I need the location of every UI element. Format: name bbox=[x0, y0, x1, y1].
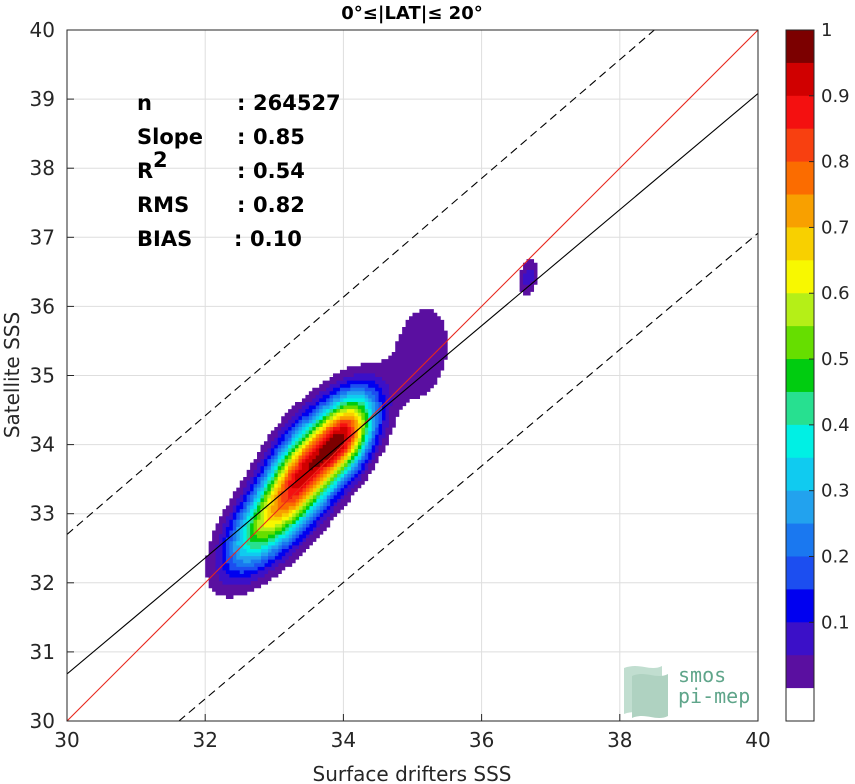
colorbar-segment bbox=[786, 326, 814, 360]
smos-pi-mep-logo: smos pi-mep bbox=[624, 663, 750, 718]
colorbar: 0.1 0.2 0.3 0.4 0.5 0.6 0.7 0.8 0.9 1 bbox=[785, 20, 850, 722]
colorbar-tick-label: 0.4 bbox=[821, 415, 850, 436]
colorbar-segment bbox=[786, 30, 814, 64]
stat-value: 264527 bbox=[253, 91, 341, 115]
colorbar-segment bbox=[786, 391, 814, 426]
density-contour-fill bbox=[308, 434, 345, 471]
x-axis-label: Surface drifters SSS bbox=[313, 762, 512, 784]
colorbar-tick-label: 0.8 bbox=[821, 152, 850, 173]
x-tick-label: 34 bbox=[331, 728, 356, 752]
colorbar-segment bbox=[786, 688, 814, 722]
stat-separator: : bbox=[234, 227, 242, 251]
colorbar-segment bbox=[786, 62, 814, 97]
colorbar-tick-label: 0.2 bbox=[821, 546, 850, 567]
stat-value: 0.82 bbox=[253, 193, 305, 217]
colorbar-segment bbox=[786, 260, 814, 294]
x-tick-label: 36 bbox=[469, 728, 494, 752]
y-axis-label: Satellite SSS bbox=[0, 312, 24, 438]
colorbar-tick-label: 0.3 bbox=[821, 481, 850, 502]
stat-separator: : bbox=[237, 159, 245, 183]
y-tick-label: 36 bbox=[30, 294, 55, 318]
x-axis-ticks: 30 32 34 36 38 40 bbox=[54, 714, 771, 752]
stat-value: 0.85 bbox=[253, 125, 305, 149]
lower-line bbox=[178, 232, 758, 721]
colorbar-tick-label: 0.7 bbox=[821, 217, 850, 238]
logo-pimep-text: pi-mep bbox=[678, 684, 750, 708]
stat-value: 0.54 bbox=[253, 159, 305, 183]
x-tick-label: 32 bbox=[192, 728, 217, 752]
y-tick-label: 30 bbox=[30, 709, 55, 733]
colorbar-tick-label: 0.1 bbox=[821, 612, 850, 633]
x-tick-label: 30 bbox=[54, 728, 79, 752]
colorbar-segment bbox=[786, 359, 814, 393]
y-tick-label: 40 bbox=[30, 18, 55, 42]
colorbar-segment bbox=[786, 655, 814, 689]
y-axis-ticks: 30 31 32 33 34 35 36 37 38 39 40 bbox=[30, 18, 74, 733]
colorbar-segment bbox=[786, 490, 814, 525]
stat-separator: : bbox=[237, 125, 245, 149]
colorbar-segment bbox=[786, 424, 814, 459]
colorbar-segment bbox=[786, 622, 814, 656]
colorbar-segment bbox=[786, 128, 814, 163]
stat-label: n bbox=[137, 91, 152, 115]
colorbar-segment bbox=[786, 95, 814, 130]
y-tick-label: 32 bbox=[30, 571, 55, 595]
colorbar-frame bbox=[785, 29, 815, 722]
stat-label: RMS bbox=[137, 193, 189, 217]
density-level-1 bbox=[308, 434, 345, 471]
y-tick-label: 34 bbox=[30, 433, 55, 457]
chart-title: 0°≤|LAT|≤ 20° bbox=[341, 3, 482, 24]
density-contours bbox=[205, 259, 538, 599]
x-tick-label: 40 bbox=[745, 728, 770, 752]
logo-wave-icon-2 bbox=[632, 674, 668, 718]
stat-superscript: 2 bbox=[153, 148, 168, 172]
y-tick-label: 33 bbox=[30, 502, 55, 526]
identity-line bbox=[67, 30, 758, 721]
y-tick-label: 39 bbox=[30, 87, 55, 111]
y-tick-label: 31 bbox=[30, 640, 55, 664]
x-tick-label: 38 bbox=[607, 728, 632, 752]
colorbar-segment bbox=[786, 161, 814, 196]
logo-smos-text: smos bbox=[678, 663, 726, 687]
colorbar-segment bbox=[786, 194, 814, 228]
colorbar-tick-label: 0.6 bbox=[821, 283, 850, 304]
fit-line bbox=[67, 93, 758, 675]
stat-label: BIAS bbox=[137, 227, 192, 251]
y-tick-label: 35 bbox=[30, 364, 55, 388]
colorbar-segment bbox=[786, 457, 814, 492]
stat-separator: : bbox=[237, 193, 245, 217]
colorbar-tick-label: 0.5 bbox=[821, 349, 850, 370]
colorbar-segment bbox=[786, 293, 814, 327]
y-tick-label: 37 bbox=[30, 225, 55, 249]
colorbar-segment bbox=[786, 556, 814, 590]
stat-separator: : bbox=[237, 91, 245, 115]
stat-label: Slope bbox=[137, 125, 203, 149]
reference-lines bbox=[67, 30, 758, 721]
colorbar-segment bbox=[786, 227, 814, 261]
y-tick-label: 38 bbox=[30, 156, 55, 180]
colorbar-segment bbox=[786, 523, 814, 557]
colorbar-segment bbox=[786, 589, 814, 623]
stat-label: R bbox=[137, 159, 153, 183]
stat-value: 0.10 bbox=[250, 227, 302, 251]
colorbar-tick-label: 1 bbox=[821, 20, 832, 41]
colorbar-tick-label: 0.9 bbox=[821, 86, 850, 107]
